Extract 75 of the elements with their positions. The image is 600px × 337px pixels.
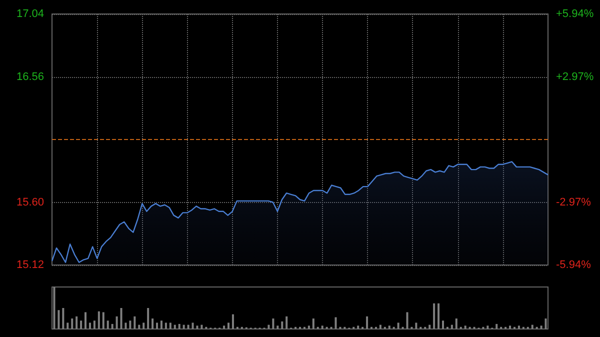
bar: [540, 326, 542, 329]
y-tick-label: 17.04: [16, 8, 44, 20]
bar: [169, 322, 172, 329]
bar: [156, 322, 158, 329]
bar: [182, 324, 185, 329]
bar: [334, 317, 337, 329]
bar: [406, 312, 408, 329]
bar: [111, 324, 114, 329]
y-tick-label: 15.60: [16, 196, 44, 208]
bar: [142, 322, 145, 329]
bar: [509, 326, 512, 329]
bar: [134, 316, 136, 329]
y-tick-label: 15.12: [16, 259, 44, 271]
bar: [116, 316, 118, 329]
bar: [174, 324, 176, 329]
bar: [147, 308, 150, 329]
bar: [164, 322, 167, 329]
bar: [200, 324, 203, 329]
bar: [62, 308, 64, 329]
bar: [286, 316, 288, 329]
bar: [120, 308, 122, 329]
bar: [415, 322, 418, 329]
bar: [93, 320, 96, 329]
bar: [268, 324, 270, 329]
bar: [53, 287, 56, 329]
bar: [544, 318, 547, 329]
bar: [152, 318, 154, 329]
bar: [84, 312, 87, 329]
bar: [124, 322, 127, 329]
y2-tick-label: +2.97%: [556, 70, 594, 83]
y2-tick-label: -2.97%: [556, 196, 592, 208]
bar: [518, 326, 520, 329]
bar: [442, 320, 444, 329]
bar: [160, 320, 162, 329]
bar: [232, 314, 234, 329]
bar: [433, 303, 436, 329]
bar: [196, 326, 198, 329]
bar: [496, 324, 498, 329]
bar: [312, 318, 314, 329]
y2-tick-label: +5.94%: [556, 8, 594, 20]
bar: [321, 326, 324, 329]
bar: [138, 324, 140, 329]
bar: [58, 310, 60, 329]
bar: [272, 318, 274, 329]
bar: [129, 320, 132, 329]
bar: [357, 326, 360, 329]
bar: [80, 320, 82, 329]
bar: [428, 324, 431, 329]
bar: [228, 322, 230, 329]
bar: [455, 318, 458, 329]
bar: [76, 316, 78, 329]
bar: [464, 326, 466, 329]
bar: [450, 324, 453, 329]
bar: [281, 321, 284, 329]
bar: [178, 324, 180, 329]
y-tick-label: 16.56: [16, 70, 44, 83]
bar: [308, 326, 310, 329]
bar: [366, 316, 368, 329]
bar: [276, 326, 279, 329]
bar: [486, 326, 489, 329]
bar: [88, 322, 91, 329]
y2-tick-label: -5.94%: [556, 259, 592, 271]
bar: [438, 303, 440, 329]
bar: [71, 318, 74, 329]
bar: [192, 322, 194, 329]
bar: [66, 322, 69, 329]
bar: [187, 324, 190, 329]
bar: [379, 324, 382, 329]
bar: [98, 311, 100, 329]
bar: [397, 322, 400, 329]
bar: [106, 320, 109, 329]
bar: [102, 312, 104, 329]
bar: [531, 324, 534, 329]
bar: [223, 326, 226, 329]
bar: [388, 326, 390, 329]
